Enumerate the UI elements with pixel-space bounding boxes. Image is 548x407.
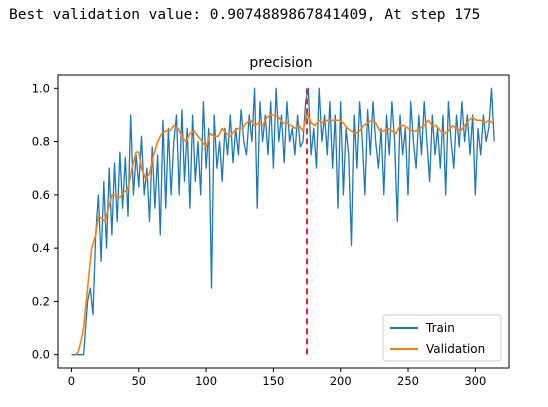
legend-validation-label: Validation [426, 342, 485, 356]
x-tick-label: 200 [330, 374, 352, 388]
y-tick-label: 0.6 [32, 188, 50, 202]
x-tick-label: 50 [131, 374, 146, 388]
chart-title: precision [249, 55, 312, 71]
y-tick-label: 1.0 [32, 81, 50, 95]
validation-series-line [74, 112, 494, 356]
legend: Train Validation [382, 314, 502, 362]
y-tick-label: 0.8 [32, 135, 50, 149]
y-tick-label: 0.4 [32, 241, 50, 255]
x-tick-label: 250 [397, 374, 419, 388]
y-axis: 0.0 0.2 0.4 0.6 0.8 1.0 [32, 81, 58, 362]
plot-area-frame [57, 74, 510, 369]
y-tick-label: 0.2 [32, 294, 50, 308]
train-series-line [71, 87, 495, 356]
x-axis: 0 50 100 150 200 250 300 [68, 368, 486, 388]
series-layer [71, 87, 495, 356]
legend-train-label: Train [425, 321, 455, 335]
y-tick-label: 0.0 [32, 348, 50, 362]
x-tick-label: 150 [262, 374, 284, 388]
x-tick-label: 100 [195, 374, 217, 388]
x-tick-label: 300 [464, 374, 486, 388]
best-validation-output: Best validation value: 0.907488986784140… [9, 7, 481, 23]
x-tick-label: 0 [68, 374, 75, 388]
